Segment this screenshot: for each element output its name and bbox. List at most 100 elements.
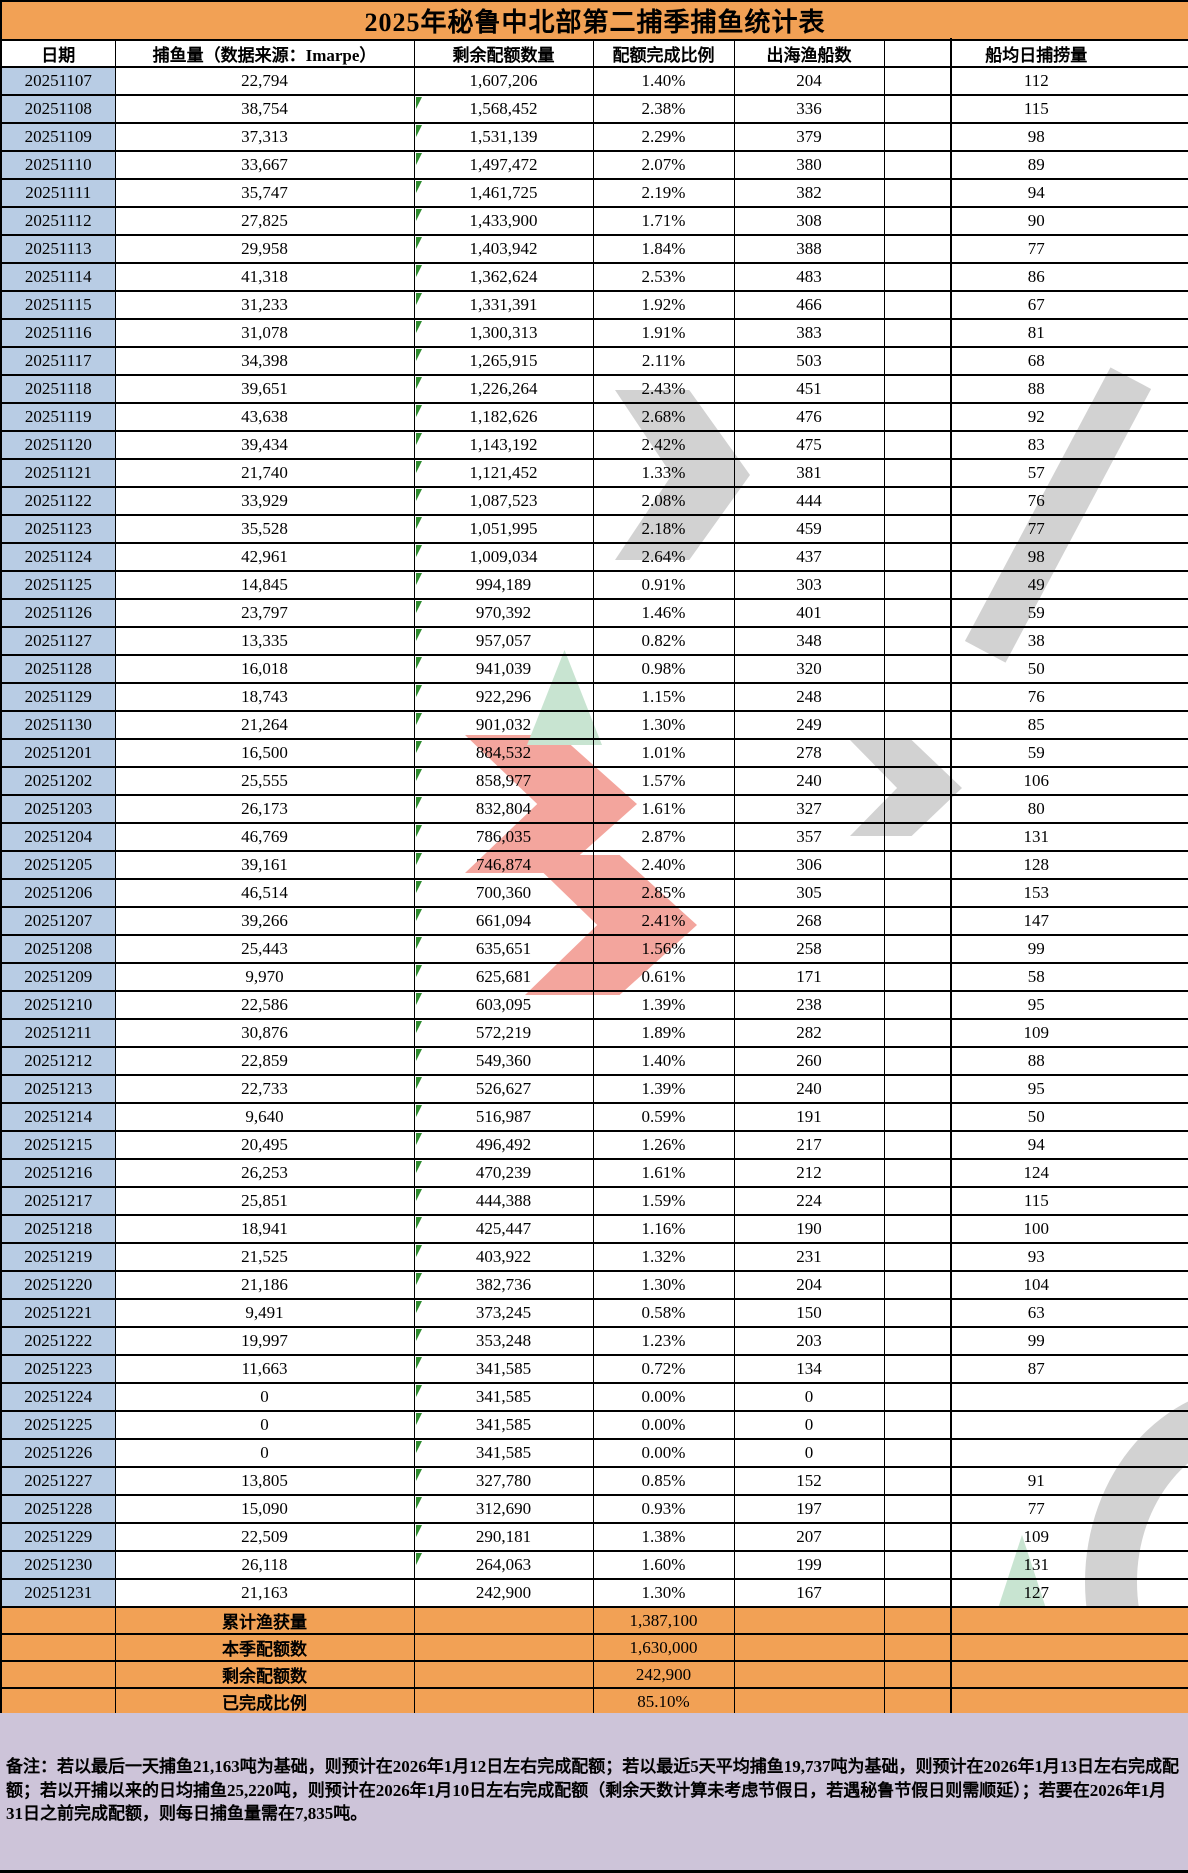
- vessels-cell: 305: [733, 878, 885, 908]
- vessels-cell: 204: [733, 1270, 885, 1300]
- remaining-cell: 746,874: [413, 850, 594, 880]
- pct-cell: 2.18%: [592, 514, 735, 544]
- remaining-cell: 700,360: [413, 878, 594, 908]
- summary-empty-cell: [733, 1606, 885, 1635]
- table-row: 20251107 22,794 1,607,206 1.40% 204 112: [0, 66, 1188, 96]
- pct-cell: 1.30%: [592, 1578, 735, 1608]
- summary-label: 剩余配额数: [114, 1660, 415, 1689]
- remaining-cell: 1,403,942: [413, 234, 594, 264]
- avg-cell: 80: [883, 794, 1188, 824]
- vessels-cell: 197: [733, 1494, 885, 1524]
- table-row: 20251111 35,747 1,461,725 2.19% 382 94: [0, 178, 1188, 208]
- pct-cell: 2.85%: [592, 878, 735, 908]
- pct-cell: 1.40%: [592, 1046, 735, 1076]
- pct-cell: 2.64%: [592, 542, 735, 572]
- catch-cell: 13,805: [114, 1466, 415, 1496]
- catch-cell: 14,845: [114, 570, 415, 600]
- error-marker-icon: [415, 601, 422, 613]
- pct-cell: 0.82%: [592, 626, 735, 656]
- error-marker-icon: [415, 125, 422, 137]
- remaining-cell: 341,585: [413, 1410, 594, 1440]
- remaining-cell: 832,804: [413, 794, 594, 824]
- column-header-date: 日期: [0, 39, 116, 68]
- remaining-cell: 603,095: [413, 990, 594, 1020]
- remaining-cell: 941,039: [413, 654, 594, 684]
- catch-cell: 25,443: [114, 934, 415, 964]
- catch-cell: 33,667: [114, 150, 415, 180]
- error-marker-icon: [415, 769, 422, 781]
- error-marker-icon: [415, 909, 422, 921]
- date-cell: 20251222: [0, 1326, 116, 1356]
- table-body: 20251107 22,794 1,607,206 1.40% 204 112 202511…: [0, 66, 1188, 1608]
- pct-cell: 1.61%: [592, 1158, 735, 1188]
- table-row: 20251228 15,090 312,690 0.93% 197 77: [0, 1494, 1188, 1524]
- error-marker-icon: [415, 1441, 422, 1453]
- date-cell: 20251218: [0, 1214, 116, 1244]
- date-cell: 20251220: [0, 1270, 116, 1300]
- vessels-cell: 224: [733, 1186, 885, 1216]
- table-row: 20251119 43,638 1,182,626 2.68% 476 92: [0, 402, 1188, 432]
- catch-cell: 19,997: [114, 1326, 415, 1356]
- error-marker-icon: [415, 1161, 422, 1173]
- table-row: 20251208 25,443 635,651 1.56% 258 99: [0, 934, 1188, 964]
- remaining-cell: 327,780: [413, 1466, 594, 1496]
- catch-cell: 39,434: [114, 430, 415, 460]
- table-row: 20251125 14,845 994,189 0.91% 303 49: [0, 570, 1188, 600]
- table-row: 20251202 25,555 858,977 1.57% 240 106: [0, 766, 1188, 796]
- vessels-cell: 217: [733, 1130, 885, 1160]
- catch-cell: 21,525: [114, 1242, 415, 1272]
- pct-cell: 2.41%: [592, 906, 735, 936]
- catch-cell: 27,825: [114, 206, 415, 236]
- error-marker-icon: [415, 153, 422, 165]
- error-marker-icon: [415, 1357, 422, 1369]
- vessels-cell: 203: [733, 1326, 885, 1356]
- date-cell: 20251129: [0, 682, 116, 712]
- vessels-cell: 451: [733, 374, 885, 404]
- vessels-cell: 483: [733, 262, 885, 292]
- date-cell: 20251127: [0, 626, 116, 656]
- catch-cell: 16,018: [114, 654, 415, 684]
- catch-cell: 13,335: [114, 626, 415, 656]
- table-row: 20251210 22,586 603,095 1.39% 238 95: [0, 990, 1188, 1020]
- catch-cell: 22,733: [114, 1074, 415, 1104]
- vessels-cell: 388: [733, 234, 885, 264]
- date-cell: 20251210: [0, 990, 116, 1020]
- vessels-cell: 503: [733, 346, 885, 376]
- table-row: 20251112 27,825 1,433,900 1.71% 308 90: [0, 206, 1188, 236]
- table-row: 20251110 33,667 1,497,472 2.07% 380 89: [0, 150, 1188, 180]
- summary-empty-cell: [883, 1633, 1188, 1662]
- date-cell: 20251126: [0, 598, 116, 628]
- pct-cell: 1.56%: [592, 934, 735, 964]
- avg-cell: 63: [883, 1298, 1188, 1328]
- pct-cell: 2.11%: [592, 346, 735, 376]
- vessels-cell: 459: [733, 514, 885, 544]
- remaining-cell: 526,627: [413, 1074, 594, 1104]
- vessels-cell: 476: [733, 402, 885, 432]
- error-marker-icon: [415, 265, 422, 277]
- catch-cell: 37,313: [114, 122, 415, 152]
- table-row: 20251207 39,266 661,094 2.41% 268 147: [0, 906, 1188, 936]
- table-row: 20251231 21,163 242,900 1.30% 167 127: [0, 1578, 1188, 1608]
- date-cell: 20251229: [0, 1522, 116, 1552]
- error-marker-icon: [415, 713, 422, 725]
- date-cell: 20251119: [0, 402, 116, 432]
- remaining-cell: 1,461,725: [413, 178, 594, 208]
- error-marker-icon: [415, 545, 422, 557]
- avg-cell: 90: [883, 206, 1188, 236]
- remaining-cell: 1,568,452: [413, 94, 594, 124]
- summary-empty-cell: [883, 1660, 1188, 1689]
- error-marker-icon: [415, 881, 422, 893]
- vessels-cell: 336: [733, 94, 885, 124]
- summary-empty-cell: [0, 1633, 116, 1662]
- error-marker-icon: [415, 1413, 422, 1425]
- remaining-cell: 373,245: [413, 1298, 594, 1328]
- vessels-cell: 191: [733, 1102, 885, 1132]
- error-marker-icon: [415, 1525, 422, 1537]
- catch-cell: 22,509: [114, 1522, 415, 1552]
- remaining-cell: 858,977: [413, 766, 594, 796]
- table-row: 20251221 9,491 373,245 0.58% 150 63: [0, 1298, 1188, 1328]
- avg-cell: 89: [883, 150, 1188, 180]
- pct-cell: 1.15%: [592, 682, 735, 712]
- column-header-remaining-quota: 剩余配额数量: [413, 39, 594, 68]
